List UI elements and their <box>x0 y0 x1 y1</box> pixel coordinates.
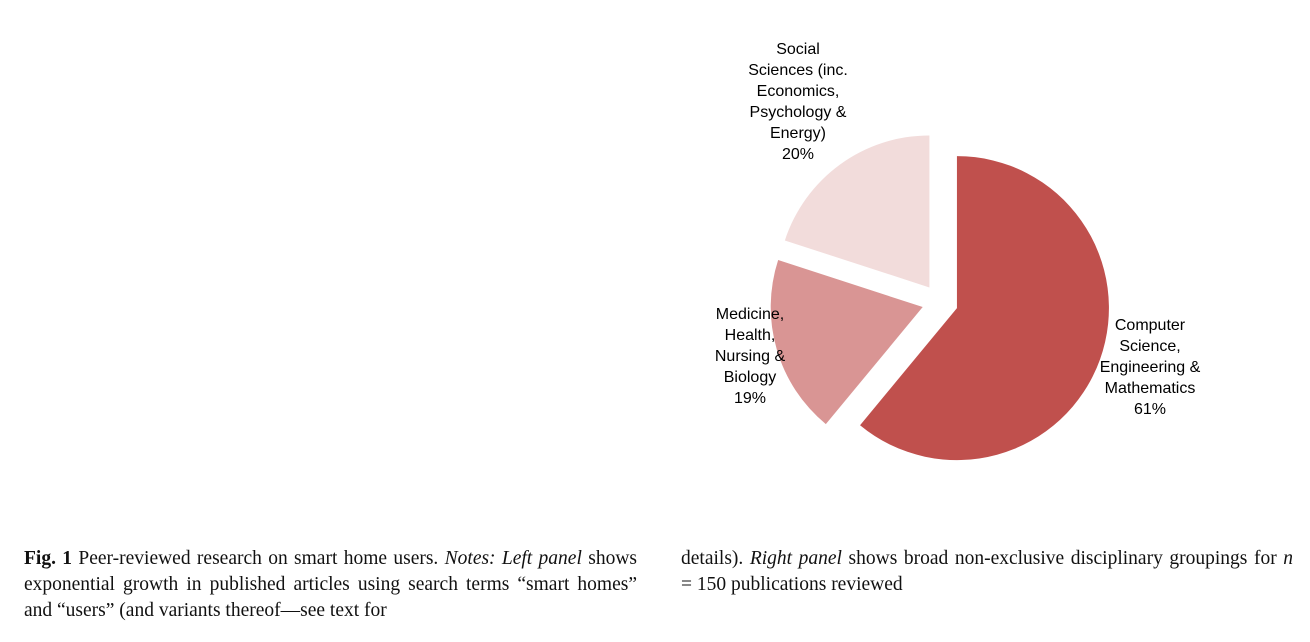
pie-label-line: Nursing & <box>715 348 786 365</box>
pie-chart: Computer Science, Engineering & Mathematics… <box>715 41 1201 461</box>
pie-label-line: Biology <box>724 369 776 386</box>
right-panel-label: Right panel <box>749 548 842 569</box>
pie-label-line: Economics, <box>757 83 840 100</box>
pie-label-line: Medicine, <box>716 306 784 323</box>
pie-label-line: Engineering & <box>1100 359 1201 376</box>
pie-label-line: Energy) <box>770 125 826 142</box>
pie-label-percent: 61% <box>1134 401 1166 418</box>
pie-label-line: Computer <box>1115 317 1186 334</box>
pie-label-social: Social Sciences (inc. Economics, Psychology… <box>748 41 848 163</box>
pie-slice-social <box>784 135 930 288</box>
pie-slices <box>770 135 1109 461</box>
notes-left-panel-label: Notes: Left panel <box>444 548 582 569</box>
pie-label-line: Psychology & <box>750 104 847 121</box>
pie-label-line: Mathematics <box>1105 380 1196 397</box>
pie-label-line: Health, <box>725 327 776 344</box>
pie-label-line: Social <box>776 41 820 58</box>
pie-labels: Computer Science, Engineering & Mathematics… <box>715 41 1201 418</box>
pie-label-computer: Computer Science, Engineering & Mathematics… <box>1100 317 1201 418</box>
caption-text-1: Peer-reviewed research on smart home use… <box>72 548 445 569</box>
pie-label-percent: 19% <box>734 390 766 407</box>
figure-caption-left-column: Fig. 1 Peer-reviewed research on smart h… <box>24 548 637 621</box>
pie-label-line: Sciences (inc. <box>748 62 848 79</box>
n-symbol: n <box>1283 548 1294 569</box>
figure-label: Fig. 1 <box>24 548 73 569</box>
pie-slice-medicine <box>770 260 923 425</box>
pie-label-medicine: Medicine, Health, Nursing & Biology 19% <box>715 306 786 407</box>
pie-label-percent: 20% <box>782 146 814 163</box>
pie-label-line: Science, <box>1119 338 1180 355</box>
pie-slice-computer <box>860 156 1109 461</box>
figure-caption-right-column: details). Right panel shows broad non-ex… <box>681 548 1294 595</box>
